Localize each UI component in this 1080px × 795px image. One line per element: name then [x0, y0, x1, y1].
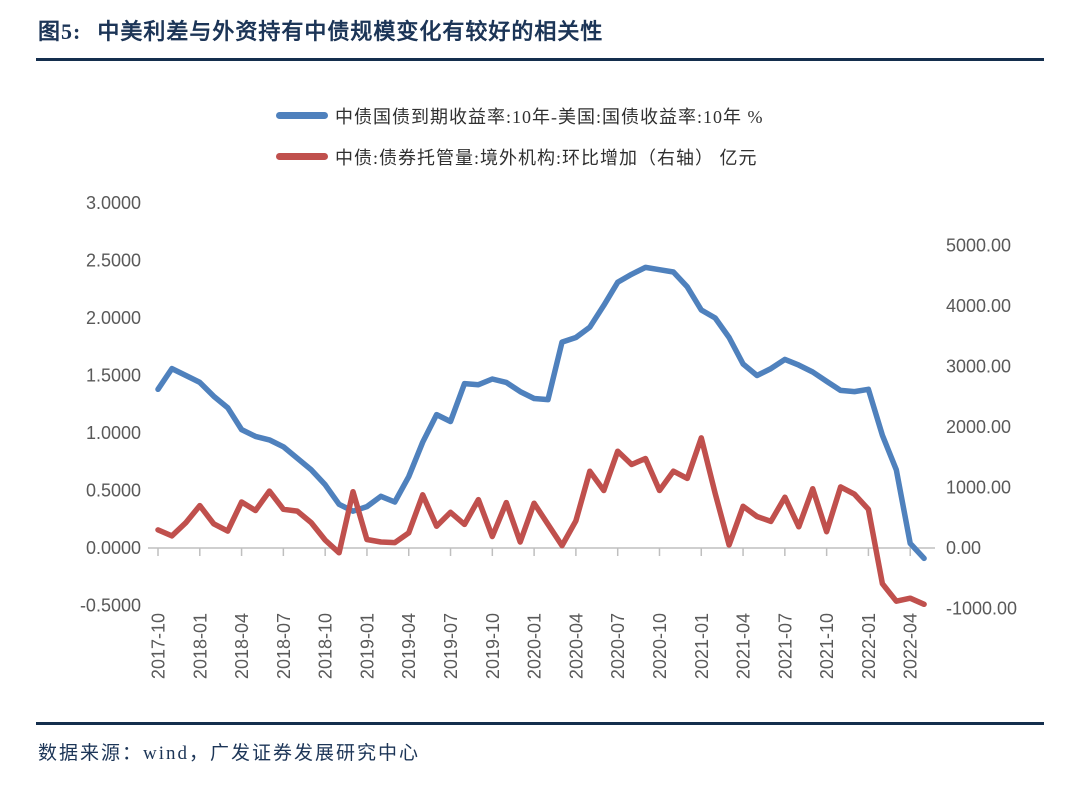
left-axis-tick-label: -0.5000	[80, 596, 141, 616]
left-axis-tick-label: 2.0000	[86, 308, 141, 328]
x-axis-tick-label: 2019-01	[357, 613, 377, 679]
yield-spread-line	[155, 264, 927, 562]
right-axis-tick-label: 5000.00	[946, 236, 1011, 256]
x-axis-tick-label: 2020-04	[566, 613, 586, 679]
left-axis-tick-label: 2.5000	[86, 251, 141, 271]
legend-item-bond-flow: 中债:债券托管量:境外机构:环比增加（右轴） 亿元	[276, 144, 764, 169]
x-axis-tick-label: 2020-10	[650, 613, 670, 679]
footer-divider	[36, 722, 1044, 725]
title-divider	[36, 58, 1044, 61]
right-axis-tick-label: 1000.00	[946, 478, 1011, 498]
foreign-holdings-change-line	[155, 435, 927, 608]
x-axis-tick-label: 2021-04	[734, 613, 754, 679]
legend-label-yield-spread: 中债国债到期收益率:10年-美国:国债收益率:10年 %	[335, 106, 764, 127]
legend-swatch-red-line	[276, 153, 328, 160]
figure-title: 图5: 中美利差与外资持有中债规模变化有较好的相关性	[38, 14, 603, 46]
x-axis-tick-label: 2018-10	[316, 613, 336, 679]
figure-number: 图5:	[38, 19, 82, 44]
right-axis-tick-label: 0.00	[946, 538, 981, 558]
x-axis-tick-label: 2022-04	[901, 613, 921, 679]
x-axis-tick-label: 2018-01	[190, 613, 210, 679]
right-axis-tick-label: 2000.00	[946, 417, 1011, 437]
x-axis-tick-label: 2021-07	[775, 613, 795, 679]
left-axis-tick-label: 1.5000	[86, 366, 141, 386]
x-axis-tick-label: 2019-10	[483, 613, 503, 679]
chart-series	[155, 264, 927, 608]
left-axis-tick-label: 0.0000	[86, 538, 141, 558]
x-axis-tick-label: 2020-07	[608, 613, 628, 679]
x-axis-tick-label: 2017-10	[149, 613, 169, 679]
right-axis-tick-label: 3000.00	[946, 357, 1011, 377]
left-axis-tick-label: 0.5000	[86, 481, 141, 501]
x-axis-tick-label: 2021-01	[692, 613, 712, 679]
legend-item-yield-spread: 中债国债到期收益率:10年-美国:国债收益率:10年 %	[276, 103, 764, 128]
right-axis-tick-label: 4000.00	[946, 296, 1011, 316]
x-axis: 2017-10 2018-01 2018-04 2018-07 2018-10 2019-…	[148, 547, 935, 679]
x-axis-tick-label: 2018-04	[232, 613, 252, 679]
left-axis-tick-label: 1.0000	[86, 423, 141, 443]
chart-legend: 中债国债到期收益率:10年-美国:国债收益率:10年 % 中债:债券托管量:境外…	[276, 103, 764, 185]
x-axis-tick-label: 2018-07	[274, 613, 294, 679]
right-axis-tick-label: -1000.00	[946, 599, 1017, 619]
x-axis-tick-label: 2020-01	[525, 613, 545, 679]
source-note: 数据来源：wind，广发证券发展研究中心	[38, 743, 421, 764]
left-axis-tick-label: 3.0000	[86, 193, 141, 213]
legend-label-bond-flow: 中债:债券托管量:境外机构:环比增加（右轴） 亿元	[335, 147, 758, 168]
figure-title-text: 中美利差与外资持有中债规模变化有较好的相关性	[97, 19, 604, 44]
x-axis-tick-label: 2022-01	[859, 613, 879, 679]
x-axis-tick-label: 2019-04	[399, 613, 419, 679]
x-axis-tick-label: 2021-10	[817, 613, 837, 679]
legend-swatch-blue-line	[276, 112, 328, 119]
x-axis-tick-label: 2019-07	[441, 613, 461, 679]
